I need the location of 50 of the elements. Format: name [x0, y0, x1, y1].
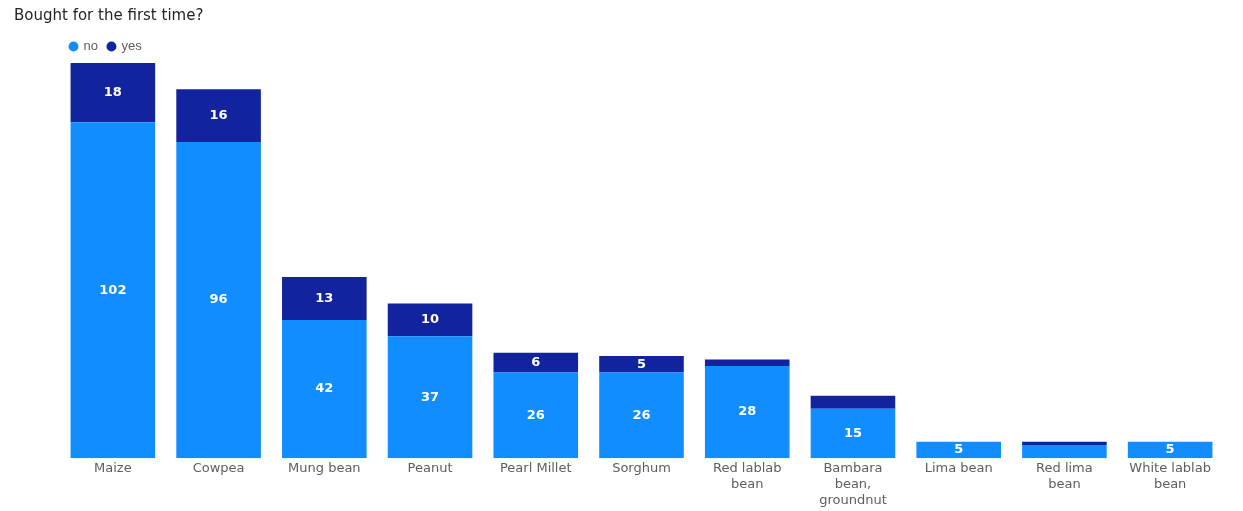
data-label: 37 — [421, 388, 440, 404]
x-tick-label: Lima bean — [924, 460, 993, 476]
bar — [70, 63, 156, 123]
bar — [387, 303, 473, 337]
data-label: 96 — [209, 291, 228, 307]
bar — [176, 89, 261, 143]
data-label: 13 — [315, 289, 334, 305]
bar — [493, 372, 579, 459]
bar — [70, 122, 156, 459]
bar — [599, 356, 684, 373]
data-label: 5 — [636, 355, 647, 371]
bar — [704, 359, 790, 366]
x-tick-label: Sorghum — [612, 460, 671, 476]
chart-title: Bought for the first time? — [14, 6, 204, 24]
data-label: 102 — [99, 281, 127, 297]
x-tick-label: Red lima bean — [1036, 460, 1093, 491]
bar — [810, 395, 896, 409]
legend-label: yes — [121, 38, 143, 54]
data-label: 5 — [1165, 441, 1175, 457]
data-label: 6 — [531, 354, 541, 370]
bar — [916, 441, 1001, 459]
data-label: 16 — [209, 107, 228, 123]
x-tick-label: Pearl Millet — [499, 460, 572, 476]
data-label: 26 — [526, 406, 545, 422]
bar — [1022, 445, 1107, 459]
data-label: 15 — [843, 424, 862, 440]
x-tick-label: White lablab bean — [1129, 460, 1211, 491]
bar — [1022, 441, 1107, 446]
data-label: 26 — [632, 406, 651, 422]
bar — [176, 142, 261, 459]
data-label: 28 — [738, 403, 757, 419]
data-label: 10 — [421, 311, 440, 327]
bar — [599, 372, 684, 459]
x-tick-label: Cowpea — [192, 460, 245, 476]
bar — [282, 319, 367, 459]
bar — [387, 336, 473, 459]
x-tick-label: Bambara bean, groundnut — [819, 460, 887, 507]
x-tick-label: Maize — [94, 460, 132, 476]
x-tick-label: Peanut — [407, 460, 453, 476]
bar — [493, 352, 579, 373]
x-tick-label: Mung bean — [288, 460, 361, 476]
data-label: 5 — [954, 441, 964, 457]
bar — [1127, 441, 1213, 459]
bar — [704, 365, 790, 459]
x-tick-label: Red lablab bean — [712, 460, 782, 491]
data-label: 18 — [103, 84, 122, 100]
bar — [282, 277, 367, 320]
bar — [810, 408, 896, 459]
legend-label: no — [83, 38, 98, 54]
data-label: 42 — [315, 380, 334, 396]
